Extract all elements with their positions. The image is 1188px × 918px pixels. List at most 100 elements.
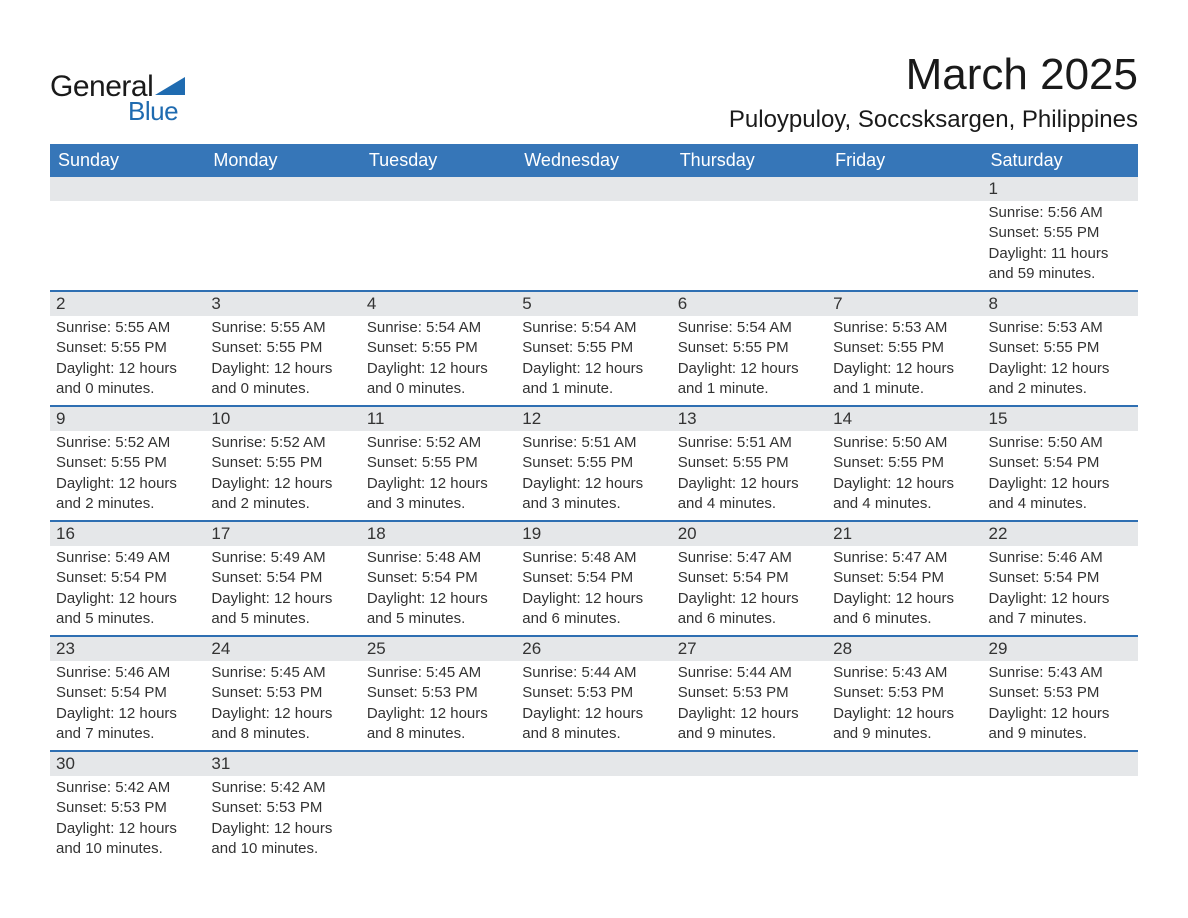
daylight-text: Daylight: 12 hours and 10 minutes. [56, 819, 199, 860]
sunrise-text: Sunrise: 5:49 AM [211, 548, 354, 568]
day-number: 9 [50, 407, 205, 431]
day-number: 16 [50, 522, 205, 546]
day-number: 10 [205, 407, 360, 431]
calendar-cell: 26Sunrise: 5:44 AMSunset: 5:53 PMDayligh… [516, 637, 671, 750]
day-number: 26 [516, 637, 671, 661]
sunrise-text: Sunrise: 5:49 AM [56, 548, 199, 568]
day-details [672, 201, 827, 209]
daylight-text: Daylight: 12 hours and 2 minutes. [989, 359, 1132, 400]
sunrise-text: Sunrise: 5:50 AM [989, 433, 1132, 453]
day-details [827, 776, 982, 784]
calendar-cell [983, 752, 1138, 865]
calendar-cell [361, 177, 516, 290]
calendar-cell [205, 177, 360, 290]
day-number: 15 [983, 407, 1138, 431]
day-details [205, 201, 360, 209]
calendar-cell: 23Sunrise: 5:46 AMSunset: 5:54 PMDayligh… [50, 637, 205, 750]
sunrise-text: Sunrise: 5:43 AM [989, 663, 1132, 683]
calendar-cell: 18Sunrise: 5:48 AMSunset: 5:54 PMDayligh… [361, 522, 516, 635]
daylight-text: Daylight: 12 hours and 9 minutes. [678, 704, 821, 745]
day-details: Sunrise: 5:42 AMSunset: 5:53 PMDaylight:… [50, 776, 205, 865]
daylight-text: Daylight: 12 hours and 8 minutes. [522, 704, 665, 745]
calendar-cell: 9Sunrise: 5:52 AMSunset: 5:55 PMDaylight… [50, 407, 205, 520]
sunset-text: Sunset: 5:54 PM [56, 568, 199, 588]
day-details: Sunrise: 5:55 AMSunset: 5:55 PMDaylight:… [205, 316, 360, 405]
day-details: Sunrise: 5:55 AMSunset: 5:55 PMDaylight:… [50, 316, 205, 405]
weekday-header: Saturday [983, 144, 1138, 177]
day-number [205, 177, 360, 201]
day-details: Sunrise: 5:54 AMSunset: 5:55 PMDaylight:… [672, 316, 827, 405]
daylight-text: Daylight: 12 hours and 7 minutes. [989, 589, 1132, 630]
calendar-cell: 20Sunrise: 5:47 AMSunset: 5:54 PMDayligh… [672, 522, 827, 635]
sunset-text: Sunset: 5:55 PM [678, 338, 821, 358]
calendar-cell: 31Sunrise: 5:42 AMSunset: 5:53 PMDayligh… [205, 752, 360, 865]
calendar-cell: 29Sunrise: 5:43 AMSunset: 5:53 PMDayligh… [983, 637, 1138, 750]
day-details: Sunrise: 5:47 AMSunset: 5:54 PMDaylight:… [672, 546, 827, 635]
brand-logo: General Blue [50, 70, 185, 127]
day-details: Sunrise: 5:44 AMSunset: 5:53 PMDaylight:… [672, 661, 827, 750]
day-details [827, 201, 982, 209]
daylight-text: Daylight: 11 hours and 59 minutes. [989, 244, 1132, 285]
daylight-text: Daylight: 12 hours and 6 minutes. [522, 589, 665, 630]
weekday-header: Sunday [50, 144, 205, 177]
daylight-text: Daylight: 12 hours and 1 minute. [833, 359, 976, 400]
daylight-text: Daylight: 12 hours and 5 minutes. [367, 589, 510, 630]
day-details: Sunrise: 5:51 AMSunset: 5:55 PMDaylight:… [516, 431, 671, 520]
day-details [983, 776, 1138, 784]
sunrise-text: Sunrise: 5:52 AM [211, 433, 354, 453]
calendar-cell [516, 752, 671, 865]
day-number [361, 752, 516, 776]
day-details [361, 776, 516, 784]
day-details: Sunrise: 5:50 AMSunset: 5:54 PMDaylight:… [983, 431, 1138, 520]
sunrise-text: Sunrise: 5:42 AM [211, 778, 354, 798]
day-details: Sunrise: 5:43 AMSunset: 5:53 PMDaylight:… [983, 661, 1138, 750]
sunset-text: Sunset: 5:53 PM [211, 798, 354, 818]
page-header: General Blue March 2025 Puloypuloy, Socc… [50, 50, 1138, 134]
sunrise-text: Sunrise: 5:55 AM [211, 318, 354, 338]
calendar-cell: 25Sunrise: 5:45 AMSunset: 5:53 PMDayligh… [361, 637, 516, 750]
location-subtitle: Puloypuloy, Soccsksargen, Philippines [729, 106, 1138, 134]
calendar-cell: 10Sunrise: 5:52 AMSunset: 5:55 PMDayligh… [205, 407, 360, 520]
day-number [516, 177, 671, 201]
day-details: Sunrise: 5:56 AMSunset: 5:55 PMDaylight:… [983, 201, 1138, 290]
weekday-header: Thursday [672, 144, 827, 177]
sunset-text: Sunset: 5:53 PM [833, 683, 976, 703]
day-number: 13 [672, 407, 827, 431]
day-number: 24 [205, 637, 360, 661]
calendar-cell [672, 752, 827, 865]
day-details: Sunrise: 5:52 AMSunset: 5:55 PMDaylight:… [50, 431, 205, 520]
brand-blue: Blue [128, 96, 178, 127]
calendar-week: 2Sunrise: 5:55 AMSunset: 5:55 PMDaylight… [50, 292, 1138, 407]
day-number: 4 [361, 292, 516, 316]
sunrise-text: Sunrise: 5:53 AM [833, 318, 976, 338]
sunrise-text: Sunrise: 5:50 AM [833, 433, 976, 453]
day-details: Sunrise: 5:51 AMSunset: 5:55 PMDaylight:… [672, 431, 827, 520]
day-details: Sunrise: 5:52 AMSunset: 5:55 PMDaylight:… [205, 431, 360, 520]
calendar-cell: 7Sunrise: 5:53 AMSunset: 5:55 PMDaylight… [827, 292, 982, 405]
day-details [50, 201, 205, 209]
day-details: Sunrise: 5:46 AMSunset: 5:54 PMDaylight:… [50, 661, 205, 750]
daylight-text: Daylight: 12 hours and 4 minutes. [989, 474, 1132, 515]
day-number [516, 752, 671, 776]
sunset-text: Sunset: 5:53 PM [367, 683, 510, 703]
sunset-text: Sunset: 5:54 PM [833, 568, 976, 588]
sunset-text: Sunset: 5:55 PM [367, 453, 510, 473]
sunset-text: Sunset: 5:54 PM [989, 568, 1132, 588]
day-number: 17 [205, 522, 360, 546]
day-number: 8 [983, 292, 1138, 316]
day-details: Sunrise: 5:46 AMSunset: 5:54 PMDaylight:… [983, 546, 1138, 635]
day-number: 21 [827, 522, 982, 546]
sunset-text: Sunset: 5:55 PM [833, 338, 976, 358]
day-details: Sunrise: 5:48 AMSunset: 5:54 PMDaylight:… [516, 546, 671, 635]
calendar-cell: 3Sunrise: 5:55 AMSunset: 5:55 PMDaylight… [205, 292, 360, 405]
sunrise-text: Sunrise: 5:52 AM [56, 433, 199, 453]
sunrise-text: Sunrise: 5:47 AM [833, 548, 976, 568]
sunrise-text: Sunrise: 5:54 AM [678, 318, 821, 338]
sunset-text: Sunset: 5:55 PM [56, 453, 199, 473]
sunset-text: Sunset: 5:55 PM [989, 223, 1132, 243]
calendar-cell [827, 752, 982, 865]
calendar-cell: 19Sunrise: 5:48 AMSunset: 5:54 PMDayligh… [516, 522, 671, 635]
calendar-week: 1Sunrise: 5:56 AMSunset: 5:55 PMDaylight… [50, 177, 1138, 292]
day-details: Sunrise: 5:54 AMSunset: 5:55 PMDaylight:… [361, 316, 516, 405]
sunrise-text: Sunrise: 5:54 AM [522, 318, 665, 338]
